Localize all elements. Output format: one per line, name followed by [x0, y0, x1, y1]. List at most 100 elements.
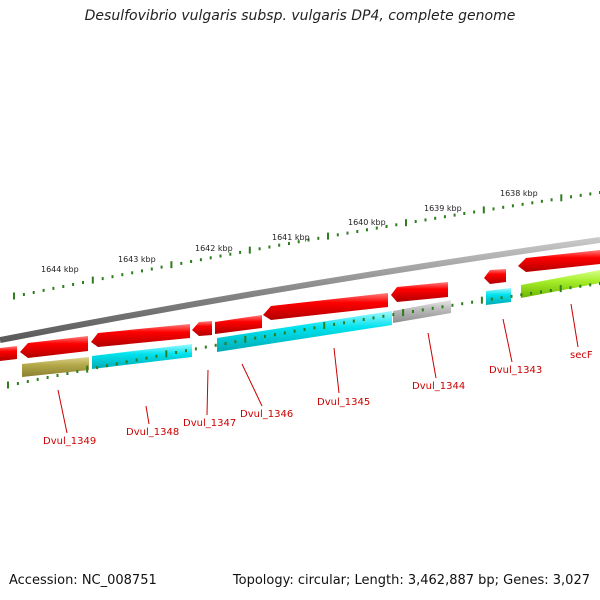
cds-arrow[interactable] [263, 293, 388, 320]
major-tick [13, 292, 15, 300]
minor-tick [540, 290, 542, 294]
minor-tick [185, 349, 187, 353]
minor-tick [382, 314, 385, 318]
minor-tick [589, 283, 592, 287]
genome-summary-text: Topology: circular; Length: 3,462,887 bp… [232, 573, 590, 588]
minor-tick [414, 220, 417, 223]
cds-arrow[interactable] [20, 336, 88, 358]
ruler-label: 1641 kbp [272, 233, 310, 242]
minor-tick [385, 225, 388, 228]
minor-tick [115, 362, 118, 366]
callout-line [241, 363, 263, 407]
gene-label[interactable]: Dvul_1349 [43, 436, 96, 447]
cds-arrow[interactable] [0, 346, 17, 361]
gene-block[interactable] [393, 300, 451, 323]
major-tick [559, 285, 562, 293]
ruler-label: 1643 kbp [118, 255, 156, 264]
minor-tick [76, 370, 79, 373]
minor-tick [461, 302, 464, 306]
minor-tick [278, 243, 281, 247]
minor-tick [521, 202, 524, 206]
gene-label[interactable]: Dvul_1347 [183, 418, 236, 429]
minor-tick [473, 210, 476, 214]
minor-tick [550, 198, 553, 202]
minor-tick [356, 230, 359, 233]
minor-tick [135, 358, 138, 362]
callout-line [427, 332, 437, 379]
minor-tick [214, 343, 217, 347]
outer-position-ruler [13, 191, 600, 300]
minor-tick [336, 233, 339, 237]
gene-label[interactable]: secF [570, 350, 593, 361]
minor-tick [333, 322, 336, 326]
minor-tick [531, 201, 534, 205]
cds-arrow[interactable] [192, 321, 212, 336]
gene-block[interactable] [521, 270, 600, 298]
minor-tick [297, 240, 300, 244]
category-track [22, 270, 600, 377]
minor-tick [219, 254, 222, 258]
minor-tick [239, 250, 242, 254]
minor-tick [288, 242, 290, 245]
callout-line [570, 303, 579, 348]
ruler-label: 1644 kbp [41, 265, 79, 274]
minor-tick [490, 297, 493, 301]
minor-tick [424, 218, 427, 222]
minor-tick [579, 193, 582, 197]
minor-tick [26, 380, 29, 383]
gene-block[interactable] [217, 311, 392, 352]
minor-tick [46, 376, 49, 379]
minor-tick [421, 308, 424, 312]
cds-arrow[interactable] [518, 250, 600, 272]
minor-tick [209, 256, 212, 260]
minor-tick [268, 245, 271, 249]
minor-tick [453, 213, 456, 217]
ruler-label: 1638 kbp [500, 189, 538, 198]
gene-label[interactable]: Dvul_1345 [317, 397, 370, 408]
minor-tick [412, 310, 414, 313]
gene-block[interactable] [486, 288, 511, 305]
minor-tick [502, 205, 505, 209]
minor-tick [569, 286, 572, 290]
minor-tick [111, 275, 114, 279]
minor-tick [352, 319, 355, 323]
minor-tick [346, 231, 349, 235]
minor-tick [150, 267, 153, 271]
minor-tick [431, 306, 434, 310]
minor-tick [549, 289, 552, 292]
minor-tick [22, 293, 25, 296]
gene-label[interactable]: Dvul_1343 [489, 365, 542, 376]
minor-tick [258, 247, 261, 251]
minor-tick [56, 374, 59, 377]
gene-label[interactable]: Dvul_1344 [412, 381, 465, 392]
major-tick [482, 206, 485, 214]
minor-tick [451, 303, 454, 307]
gene-label[interactable]: Dvul_1348 [126, 427, 179, 438]
major-tick [480, 296, 483, 304]
cds-arrow[interactable] [391, 282, 448, 302]
ruler-label: 1642 kbp [195, 244, 233, 253]
gene-label[interactable]: Dvul_1346 [240, 409, 293, 420]
cds-arrow[interactable] [91, 324, 190, 347]
minor-tick [283, 331, 286, 335]
major-tick [402, 309, 405, 317]
minor-tick [36, 377, 39, 381]
cds-arrow[interactable] [484, 269, 506, 284]
cds-arrow[interactable] [215, 315, 262, 334]
minor-tick [82, 281, 84, 284]
accession-text: Accession: NC_008751 [9, 573, 157, 588]
callout-line [57, 389, 68, 434]
minor-tick [175, 351, 178, 354]
callout-line [145, 405, 150, 425]
minor-tick [160, 265, 163, 269]
minor-tick [530, 291, 533, 295]
gene-block[interactable] [22, 357, 89, 377]
minor-tick [471, 300, 474, 304]
minor-tick [234, 340, 237, 344]
minor-tick [392, 313, 395, 317]
minor-tick [16, 382, 19, 385]
major-tick [86, 365, 89, 373]
minor-tick [303, 328, 306, 331]
minor-tick [343, 321, 345, 325]
